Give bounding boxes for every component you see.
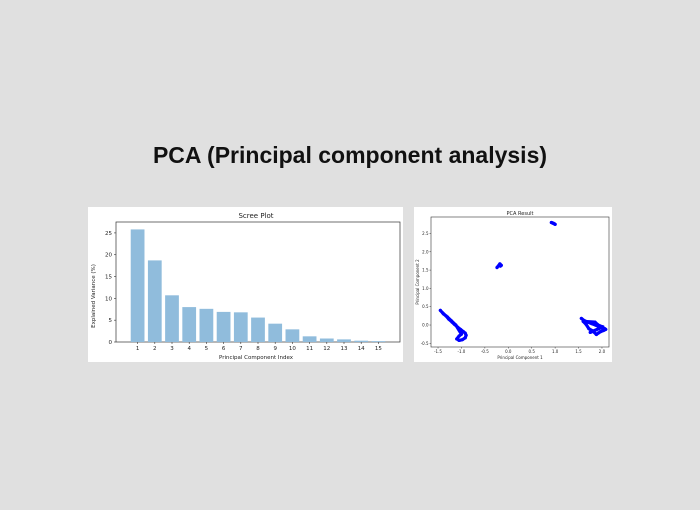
pca-point: [594, 332, 598, 337]
scree-bar: [233, 312, 248, 342]
pca-y-tick-label: 0.0: [422, 323, 429, 328]
pca-x-tick-label: 1.0: [552, 349, 559, 354]
pca-point: [598, 330, 603, 334]
pca-point: [587, 327, 591, 331]
scree-y-tick-label: 10: [105, 296, 112, 302]
pca-point: [498, 264, 502, 268]
scree-x-tick-label: 3: [170, 346, 174, 352]
pca-x-tick-label: 2.0: [599, 349, 606, 354]
pca-point: [593, 320, 597, 324]
scree-y-tick-label: 15: [105, 275, 112, 281]
scree-x-tick-label: 13: [341, 346, 348, 352]
pca-point: [449, 319, 453, 323]
pca-point: [601, 328, 605, 333]
scree-x-tick-label: 9: [273, 346, 277, 352]
scree-x-tick-label: 14: [358, 346, 365, 352]
scree-plot-y-axis-label: Explained Variance (%): [91, 264, 97, 328]
pca-point: [588, 330, 592, 334]
pca-x-tick-label: 1.5: [575, 349, 582, 354]
scree-plot-chart: Scree Plot Principal Component Index Exp…: [91, 212, 401, 361]
scree-x-tick-label: 11: [306, 346, 313, 352]
pca-point: [464, 333, 468, 337]
pca-point: [595, 322, 599, 326]
scree-x-tick-label: 7: [239, 346, 243, 352]
pca-x-tick-label: -1.0: [458, 349, 466, 354]
pca-point: [438, 308, 442, 312]
pca-point: [459, 332, 464, 336]
pca-point: [591, 329, 595, 333]
pca-y-tick-label: 2.0: [422, 249, 429, 254]
pca-result-panel: PCA Result Principal Component 1 Princip…: [414, 207, 612, 362]
scree-x-tick-label: 10: [289, 346, 296, 352]
pca-point: [458, 327, 463, 332]
scree-bar: [216, 311, 231, 342]
pca-y-tick-label: 0.5: [422, 304, 429, 309]
scree-x-tick-label: 12: [323, 346, 330, 352]
pca-point: [463, 336, 467, 340]
pca-result-y-axis-label: Principal Component 2: [415, 259, 420, 305]
scree-bar: [268, 323, 283, 342]
scree-x-tick-label: 2: [153, 346, 157, 352]
scree-bar: [302, 336, 317, 342]
scree-bar: [199, 308, 214, 342]
scree-y-tick-label: 25: [105, 231, 112, 237]
scree-x-tick-label: 15: [375, 346, 382, 352]
pca-point: [550, 221, 554, 225]
pca-point: [495, 265, 499, 270]
scree-x-tick-label: 4: [187, 346, 191, 352]
pca-y-tick-label: 2.5: [422, 231, 429, 236]
scree-bar: [354, 340, 369, 342]
pca-point: [601, 325, 605, 329]
scree-x-tick-label: 8: [256, 346, 260, 352]
scree-plot-x-axis-label: Principal Component Index: [219, 355, 294, 361]
pca-y-tick-label: 1.0: [422, 286, 429, 291]
pca-point: [579, 316, 583, 321]
page-title: PCA (Principal component analysis): [152, 142, 548, 168]
pca-point: [454, 323, 458, 327]
pca-point: [456, 325, 460, 329]
scree-bar: [182, 307, 197, 342]
pca-x-tick-label: -0.5: [481, 349, 489, 354]
pca-x-tick-label: 0.0: [505, 349, 512, 354]
scree-bar: [130, 229, 145, 342]
pca-point: [460, 338, 464, 342]
pca-result-title: PCA Result: [507, 211, 534, 217]
pca-point: [598, 324, 602, 328]
scree-bar: [147, 260, 162, 342]
scree-bar: [319, 338, 334, 342]
pca-x-tick-label: 0.5: [529, 349, 536, 354]
scree-x-tick-label: 6: [222, 346, 226, 352]
pca-point: [584, 322, 588, 326]
pca-point: [442, 312, 446, 316]
scree-y-tick-label: 0: [109, 340, 113, 346]
scree-plot-panel: Scree Plot Principal Component Index Exp…: [88, 207, 403, 362]
pca-result-chart: PCA Result Principal Component 1 Princip…: [415, 211, 610, 360]
pca-point: [455, 337, 459, 341]
scree-bar: [165, 295, 179, 342]
scree-y-tick-label: 5: [109, 318, 113, 324]
pca-result-axes-frame: [430, 216, 610, 348]
pca-y-tick-label: 1.5: [422, 268, 429, 273]
pca-result-x-axis-label: Principal Component 1: [497, 355, 543, 360]
pca-point: [586, 320, 590, 324]
pca-y-tick-label: -0.5: [421, 341, 429, 346]
scree-plot-title: Scree Plot: [238, 212, 273, 220]
pca-point: [457, 338, 461, 343]
pca-x-tick-label: -1.5: [434, 349, 442, 354]
pca-point: [553, 222, 557, 226]
pca-point: [581, 319, 585, 323]
scree-bar: [337, 339, 351, 342]
pca-point: [590, 321, 594, 326]
scree-bar: [251, 317, 265, 342]
scree-x-tick-label: 5: [205, 346, 209, 352]
pca-point: [445, 315, 449, 319]
scree-bar: [285, 329, 300, 342]
scree-x-tick-label: 1: [136, 346, 140, 352]
scree-y-tick-label: 20: [105, 253, 112, 259]
pca-point: [457, 334, 461, 338]
scree-bar: [371, 341, 386, 342]
